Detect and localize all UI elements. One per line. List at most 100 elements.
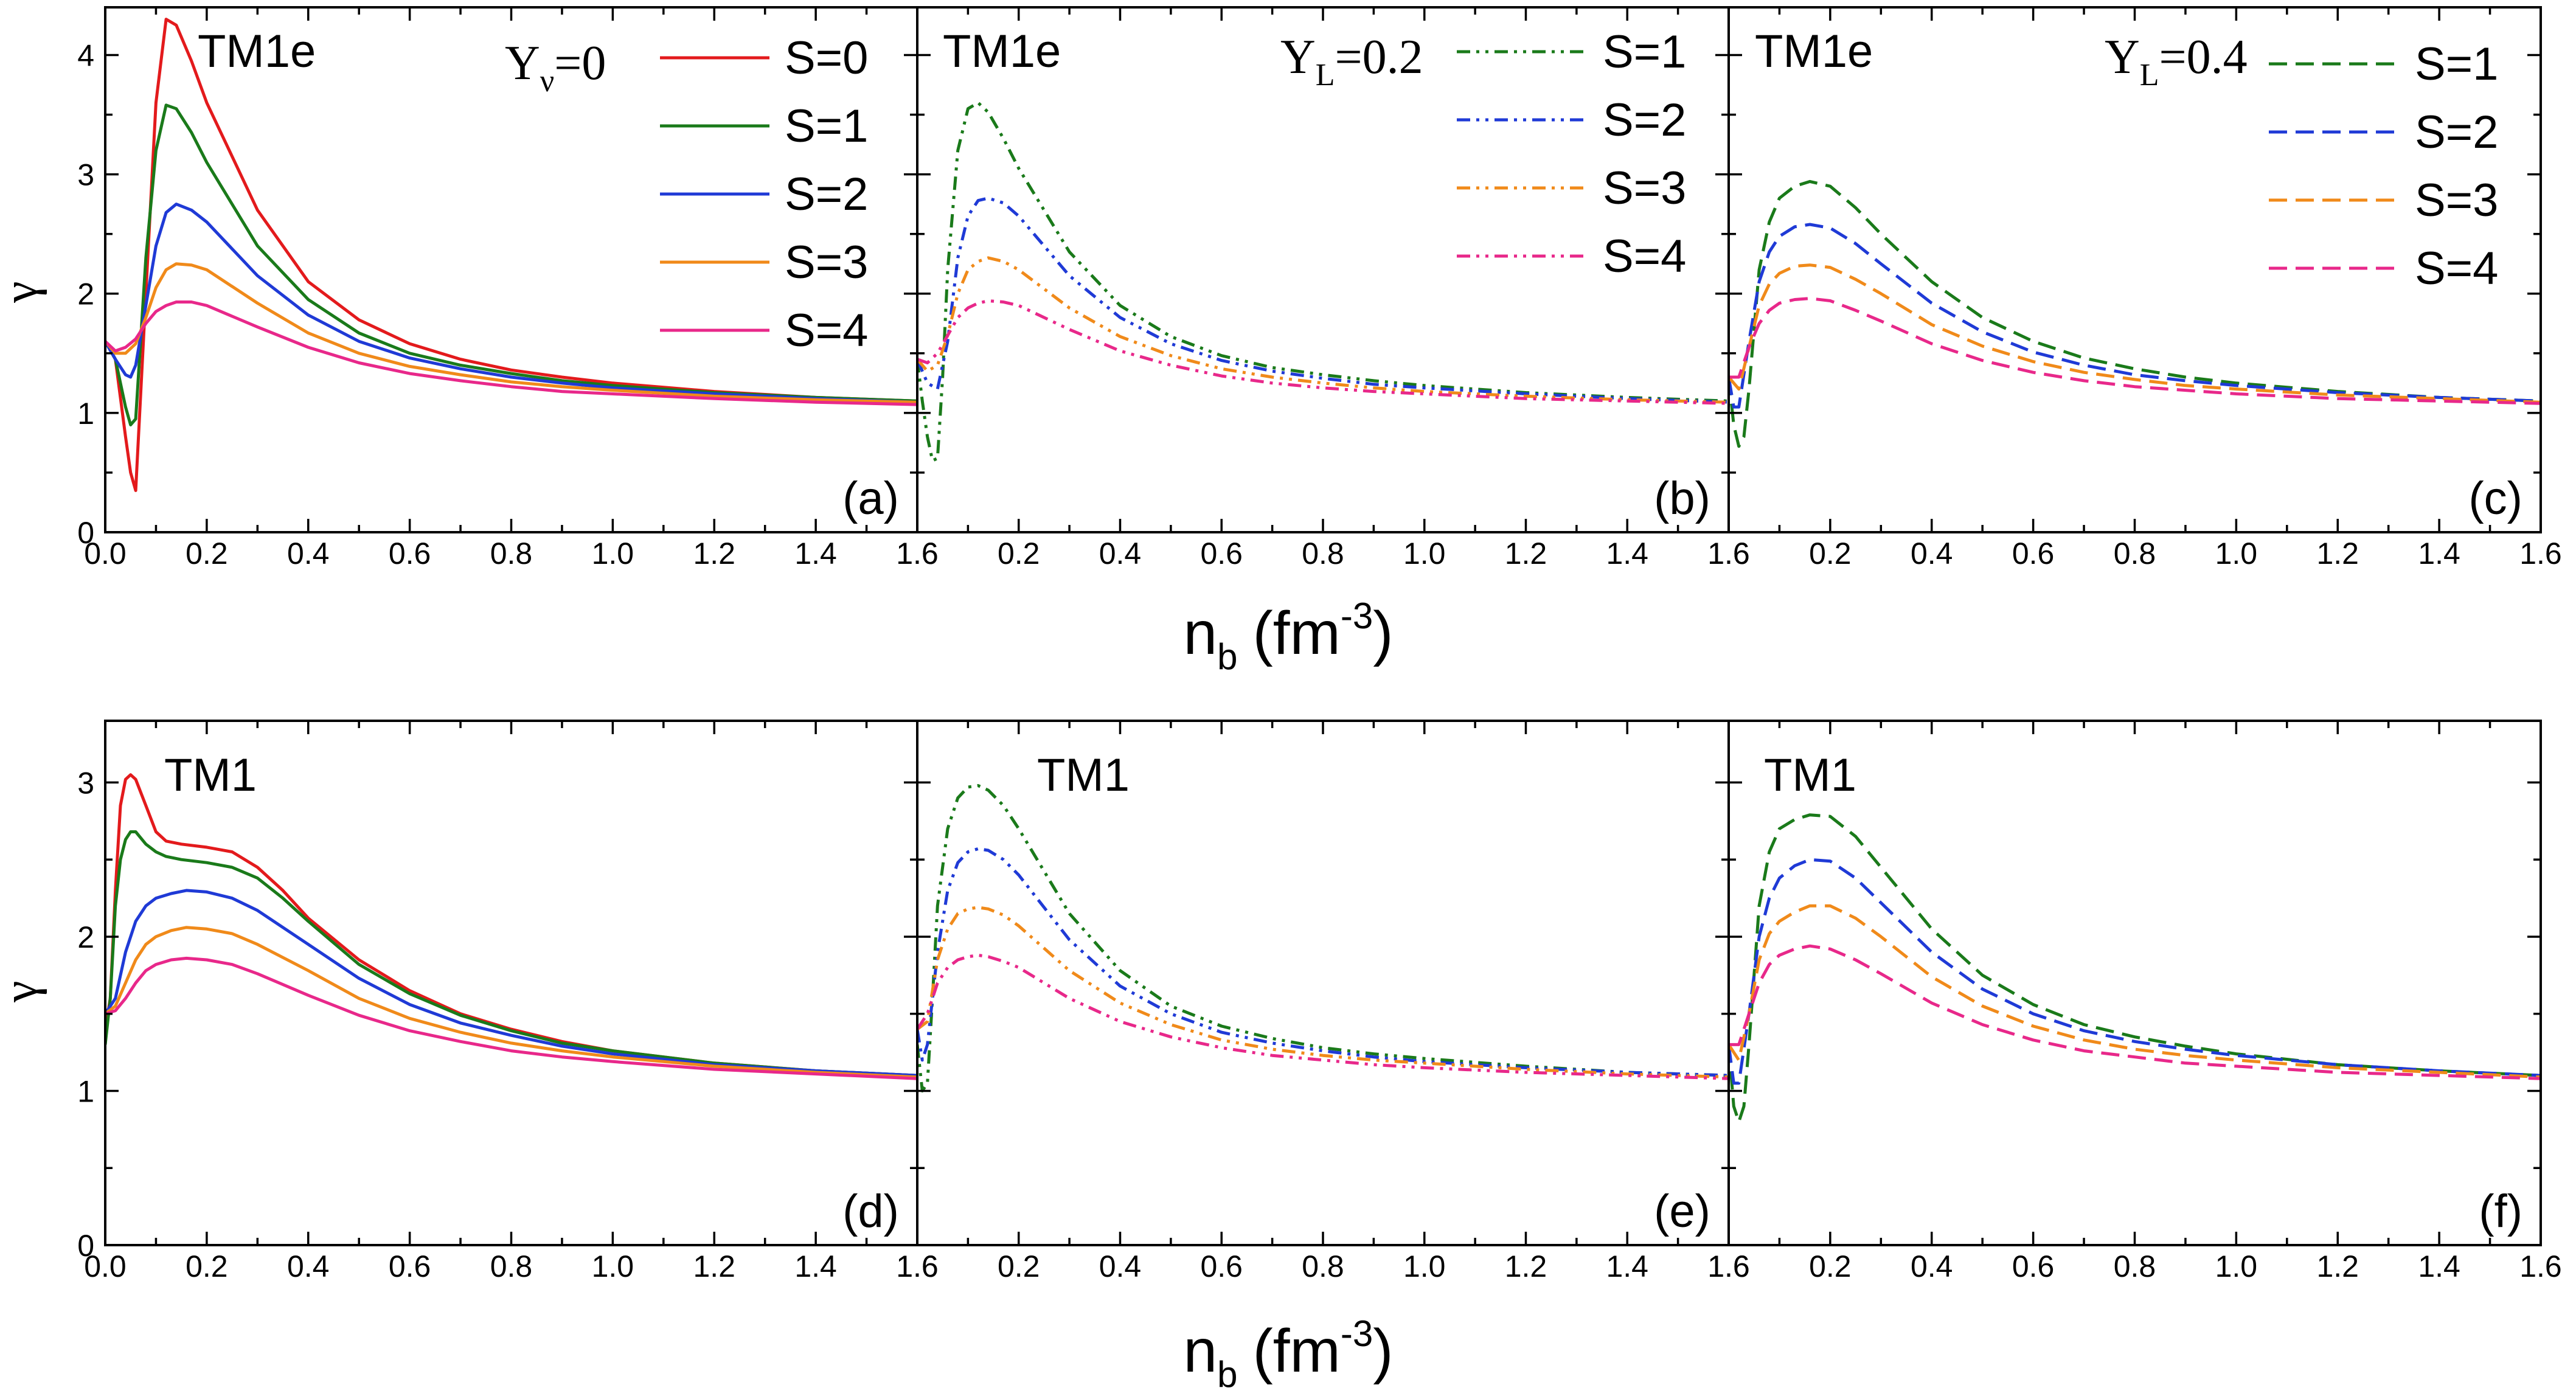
panels: 0.0 0.2 0.4 0.6 0.8 1.0 1.2 1.4 1.6 0 1 2 3 4 TM1e (a) Y… <box>77 6 2562 1283</box>
x-tick-label: 0.8 <box>1302 1249 1344 1283</box>
x-tick-label: 1.6 <box>1707 536 1750 571</box>
legend-label: S=3 <box>785 237 868 288</box>
series-group <box>917 101 1729 462</box>
x-tick-label: 0.6 <box>1200 1249 1243 1283</box>
x-tick-label: 1.2 <box>2316 1249 2359 1283</box>
panel-b: 1.6 0.2 0.4 0.6 0.8 1.0 1.2 1.4 1.6 TM1e (b) YL=0.2… <box>896 6 1750 571</box>
x-tick-label: 0.6 <box>389 536 431 571</box>
xlabel-bottom-sub: b <box>1217 1354 1237 1395</box>
figure-labels: γ γ nb(fm-3) nb(fm-3) <box>0 281 1394 1395</box>
series-line-S4-e <box>917 953 1729 1080</box>
x-tick-label: 0.8 <box>490 536 533 571</box>
x-tick-label: 0.6 <box>389 1249 431 1283</box>
y-tick-label: 4 <box>77 38 94 72</box>
series-line-S3-f <box>1729 904 2541 1079</box>
series-line-S2-d <box>105 889 917 1077</box>
x-tick-label: 1.6 <box>2519 536 2562 571</box>
x-tick-label: 0.4 <box>287 536 330 571</box>
x-tick-label: 1.4 <box>2418 536 2460 571</box>
x-tick-label: 0.8 <box>490 1249 533 1283</box>
y-tick-label: 2 <box>77 920 94 954</box>
series-line-S2-a <box>105 203 917 404</box>
legend-label: S=0 <box>785 32 868 84</box>
x-tick-label: 0.4 <box>1099 536 1142 571</box>
series-line-S1-a <box>105 103 917 426</box>
condition-label: Yν=0 <box>505 36 606 99</box>
x-tick-label: 1.2 <box>1505 1249 1547 1283</box>
x-tick-label: 0.4 <box>287 1249 330 1283</box>
panel-tag: (b) <box>1654 473 1710 524</box>
x-tick-label: 1.0 <box>2215 1249 2258 1283</box>
y-tick-label: 0 <box>77 1229 94 1263</box>
x-tick-label: 0.2 <box>1809 536 1852 571</box>
series-group <box>1729 813 2541 1123</box>
series-line-S3-e <box>917 906 1729 1079</box>
x-tick-label: 0.4 <box>1099 1249 1142 1283</box>
panel-a: 0.0 0.2 0.4 0.6 0.8 1.0 1.2 1.4 1.6 0 1 2 3 4 TM1e (a) Y… <box>77 6 939 571</box>
x-tick-label: 0.6 <box>2012 536 2055 571</box>
condition-rest: =0.4 <box>2159 30 2248 84</box>
xlabel-bottom-main: n <box>1183 1317 1217 1385</box>
legend-label: S=2 <box>785 168 868 220</box>
xlabel-top: nb (fm-3) <box>1183 595 1393 677</box>
condition-sub: L <box>1316 58 1335 92</box>
model-label: TM1 <box>1037 749 1130 801</box>
panel-f: 1.6 0.2 0.4 0.6 0.8 1.0 1.2 1.4 1.6 TM1 (f) <box>1707 720 2562 1283</box>
legend-label: S=1 <box>785 100 868 152</box>
condition-main: Y <box>505 36 540 90</box>
series-line-S2-f <box>1729 858 2541 1085</box>
legend-label: S=3 <box>1603 162 1686 214</box>
xlabel-top-unit: (fm <box>1252 599 1340 667</box>
x-tick-label: 1.6 <box>1707 1249 1750 1283</box>
series-line-S3-b <box>917 256 1729 404</box>
x-tick-label: 1.6 <box>896 1249 939 1283</box>
x-tick-label: 1.0 <box>1403 536 1446 571</box>
panel-tag: (d) <box>842 1186 899 1237</box>
x-tick-label: 0.8 <box>2114 536 2156 571</box>
series-line-S4-a <box>105 300 917 406</box>
condition-sub: ν <box>540 64 555 99</box>
legend-label: S=4 <box>785 305 868 356</box>
x-tick-label: 1.2 <box>2316 536 2359 571</box>
y-tick-label: 1 <box>77 1074 94 1108</box>
series-line-S0-a <box>105 18 917 492</box>
ylabel-top: γ <box>0 281 47 303</box>
series-line-S1-f <box>1729 813 2541 1123</box>
series-line-S2-b <box>917 196 1729 404</box>
y-tick-label: 1 <box>77 397 94 431</box>
x-tick-label: 0.2 <box>998 536 1040 571</box>
legend: S=0 S=1 S=2 S=3 S=4 <box>660 32 868 356</box>
x-tick-label: 0.2 <box>186 1249 228 1283</box>
x-tick-label: 1.0 <box>2215 536 2258 571</box>
x-tick-label: 0.4 <box>1911 536 1953 571</box>
ylabel-bottom: γ <box>0 981 47 1002</box>
xlabel-bottom-close: ) <box>1373 1317 1393 1385</box>
panel-d: 0.0 0.2 0.4 0.6 0.8 1.0 1.2 1.4 1.6 0 1 2 3 TM1 (d) <box>77 720 939 1283</box>
series-line-S1-b <box>917 101 1729 462</box>
xlabel-top-sub: b <box>1217 636 1237 677</box>
x-tick-label: 1.2 <box>693 536 735 571</box>
legend-label: S=4 <box>1603 231 1686 282</box>
legend-label: S=3 <box>2415 175 2498 226</box>
series-line-S1-e <box>917 784 1729 1092</box>
xlabel-top-sup: -3 <box>1341 595 1373 636</box>
series-line-S4-d <box>105 956 917 1080</box>
series-line-S1-c <box>1729 179 2541 448</box>
xlabel-bottom: nb (fm-3) <box>1183 1313 1393 1395</box>
x-tick-label: 1.4 <box>794 536 837 571</box>
xlabel-top-close: ) <box>1373 599 1393 667</box>
condition-main: Y <box>2105 30 2140 84</box>
condition-label: YL=0.4 <box>2105 30 2248 92</box>
x-tick-label: 1.2 <box>693 1249 735 1283</box>
x-tick-label: 1.2 <box>1505 536 1547 571</box>
x-tick-label: 1.4 <box>1606 1249 1648 1283</box>
model-label: TM1e <box>943 26 1061 77</box>
model-label: TM1 <box>164 749 257 801</box>
x-tick-label: 1.0 <box>1403 1249 1446 1283</box>
condition-sub: L <box>2140 58 2159 92</box>
legend: S=1 S=2 S=3 S=4 <box>1457 26 1686 282</box>
model-label: TM1e <box>1755 26 1873 77</box>
panel-e: 1.6 0.2 0.4 0.6 0.8 1.0 1.2 1.4 1.6 TM1 (e) <box>896 720 1750 1283</box>
panel-c: 1.6 0.2 0.4 0.6 0.8 1.0 1.2 1.4 1.6 TM1e (c) YL=0.4… <box>1707 6 2562 571</box>
series-group <box>105 18 917 492</box>
